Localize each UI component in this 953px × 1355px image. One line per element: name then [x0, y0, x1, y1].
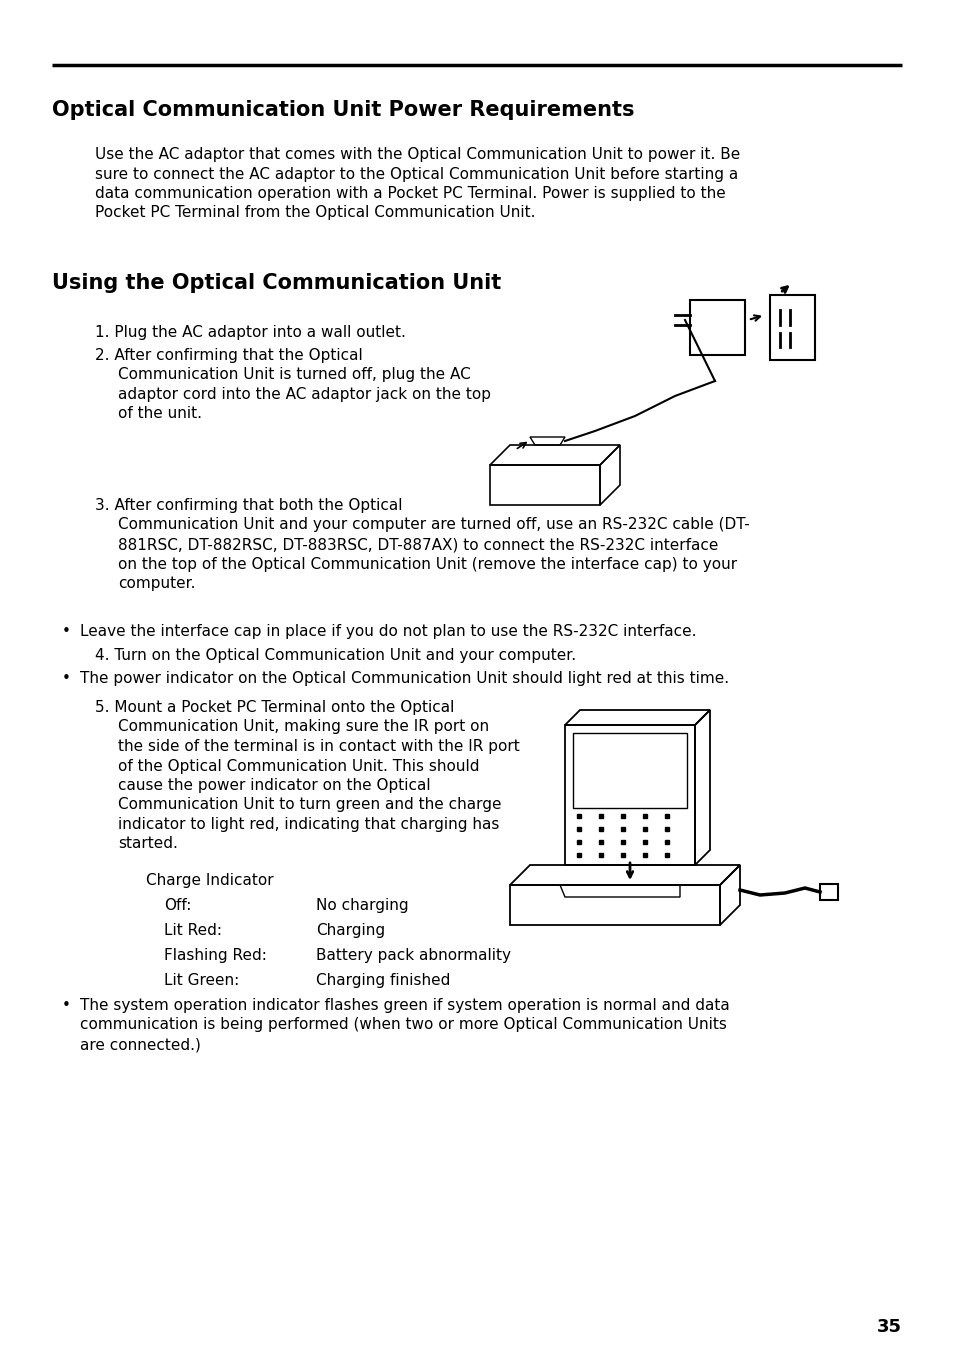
Text: Communication Unit is turned off, plug the AC: Communication Unit is turned off, plug t… — [118, 367, 470, 382]
Text: Optical Communication Unit Power Requirements: Optical Communication Unit Power Require… — [52, 100, 634, 121]
Text: •: • — [62, 999, 71, 1014]
Text: 2. After confirming that the Optical: 2. After confirming that the Optical — [95, 348, 362, 363]
Text: 5. Mount a Pocket PC Terminal onto the Optical: 5. Mount a Pocket PC Terminal onto the O… — [95, 701, 454, 715]
Text: Communication Unit and your computer are turned off, use an RS-232C cable (DT-: Communication Unit and your computer are… — [118, 518, 749, 533]
Text: 3. After confirming that both the Optical: 3. After confirming that both the Optica… — [95, 499, 402, 514]
Text: The power indicator on the Optical Communication Unit should light red at this t: The power indicator on the Optical Commu… — [80, 671, 728, 686]
Text: Battery pack abnormality: Battery pack abnormality — [315, 948, 511, 963]
Text: communication is being performed (when two or more Optical Communication Units: communication is being performed (when t… — [80, 1018, 726, 1033]
Text: Charging finished: Charging finished — [315, 973, 450, 988]
Text: Lit Green:: Lit Green: — [164, 973, 239, 988]
Text: 35: 35 — [876, 1318, 901, 1336]
Text: 1. Plug the AC adaptor into a wall outlet.: 1. Plug the AC adaptor into a wall outle… — [95, 325, 405, 340]
Text: Communication Unit to turn green and the charge: Communication Unit to turn green and the… — [118, 798, 501, 813]
Text: the side of the terminal is in contact with the IR port: the side of the terminal is in contact w… — [118, 738, 519, 753]
Text: Communication Unit, making sure the IR port on: Communication Unit, making sure the IR p… — [118, 720, 489, 734]
Text: Lit Red:: Lit Red: — [164, 923, 222, 938]
Text: 4. Turn on the Optical Communication Unit and your computer.: 4. Turn on the Optical Communication Uni… — [95, 648, 576, 663]
Text: Charging: Charging — [315, 923, 385, 938]
Text: Off:: Off: — [164, 898, 192, 913]
Text: cause the power indicator on the Optical: cause the power indicator on the Optical — [118, 778, 430, 793]
Text: •: • — [62, 625, 71, 640]
Text: Use the AC adaptor that comes with the Optical Communication Unit to power it. B: Use the AC adaptor that comes with the O… — [95, 146, 740, 163]
Text: Pocket PC Terminal from the Optical Communication Unit.: Pocket PC Terminal from the Optical Comm… — [95, 206, 535, 221]
Text: data communication operation with a Pocket PC Terminal. Power is supplied to the: data communication operation with a Pock… — [95, 186, 725, 201]
Text: Charge Indicator: Charge Indicator — [146, 873, 274, 888]
Text: are connected.): are connected.) — [80, 1037, 201, 1051]
Text: of the unit.: of the unit. — [118, 406, 202, 421]
Text: The system operation indicator flashes green if system operation is normal and d: The system operation indicator flashes g… — [80, 999, 729, 1014]
Text: indicator to light red, indicating that charging has: indicator to light red, indicating that … — [118, 817, 498, 832]
Text: Flashing Red:: Flashing Red: — [164, 948, 267, 963]
Text: computer.: computer. — [118, 576, 195, 591]
Text: on the top of the Optical Communication Unit (remove the interface cap) to your: on the top of the Optical Communication … — [118, 557, 737, 572]
Text: sure to connect the AC adaptor to the Optical Communication Unit before starting: sure to connect the AC adaptor to the Op… — [95, 167, 738, 182]
Text: Using the Optical Communication Unit: Using the Optical Communication Unit — [52, 272, 500, 293]
Text: No charging: No charging — [315, 898, 408, 913]
Text: started.: started. — [118, 836, 177, 851]
Text: Leave the interface cap in place if you do not plan to use the RS-232C interface: Leave the interface cap in place if you … — [80, 625, 696, 640]
Text: •: • — [62, 671, 71, 686]
Text: 881RSC, DT-882RSC, DT-883RSC, DT-887AX) to connect the RS-232C interface: 881RSC, DT-882RSC, DT-883RSC, DT-887AX) … — [118, 537, 718, 551]
Text: adaptor cord into the AC adaptor jack on the top: adaptor cord into the AC adaptor jack on… — [118, 388, 491, 402]
Text: of the Optical Communication Unit. This should: of the Optical Communication Unit. This … — [118, 759, 479, 774]
